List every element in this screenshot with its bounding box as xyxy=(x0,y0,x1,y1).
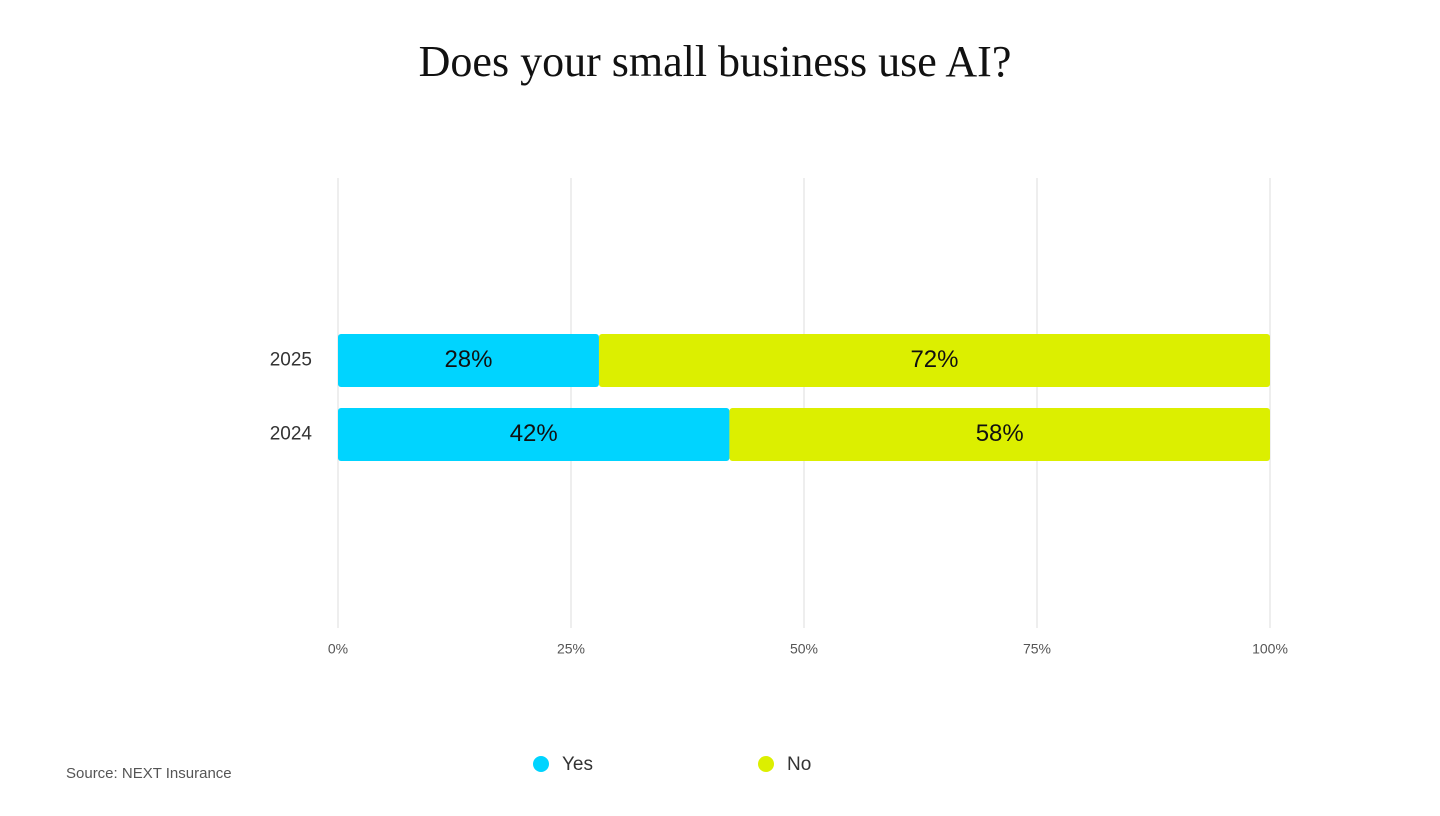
bar-segment xyxy=(729,408,1270,461)
x-tick-label: 75% xyxy=(1023,641,1051,657)
x-tick-label: 0% xyxy=(328,641,348,657)
bar-segment xyxy=(338,408,730,461)
legend-swatch xyxy=(758,756,774,772)
data-label: 72% xyxy=(910,346,958,373)
bar-segment xyxy=(338,334,599,387)
y-tick-label: 2025 xyxy=(270,350,312,371)
legend-label: No xyxy=(787,754,811,775)
legend-label: Yes xyxy=(562,754,593,775)
x-tick-label: 50% xyxy=(790,641,818,657)
y-tick-label: 2024 xyxy=(270,424,313,445)
x-tick-label: 100% xyxy=(1252,641,1288,657)
source-note: Source: NEXT Insurance xyxy=(66,765,232,782)
chart-title: Does your small business use AI? xyxy=(419,37,1012,86)
bar-segment xyxy=(598,334,1270,387)
data-label: 28% xyxy=(444,346,492,373)
x-tick-label: 25% xyxy=(557,641,585,657)
data-label: 42% xyxy=(510,420,558,447)
data-label: 58% xyxy=(976,420,1024,447)
legend-swatch xyxy=(533,756,549,772)
